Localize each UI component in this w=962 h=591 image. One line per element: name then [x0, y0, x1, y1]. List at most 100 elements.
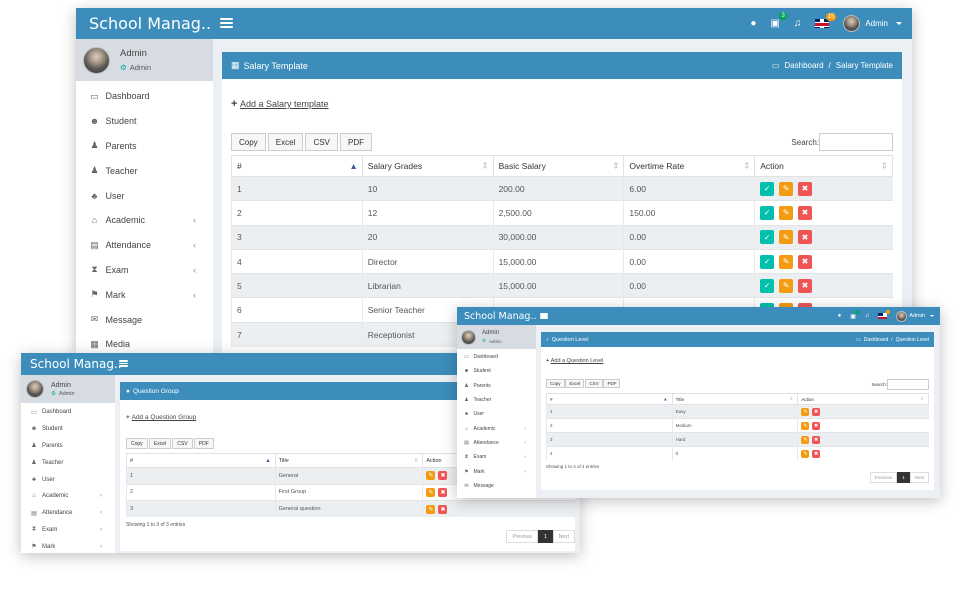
sidebar-item-dashboard[interactable]: ▭ Dashboard [457, 350, 536, 364]
edit-button[interactable]: ✎ [426, 487, 436, 497]
delete-button[interactable]: ✖ [797, 278, 812, 293]
sidebar-item-parents[interactable]: ♟ Parents [457, 379, 536, 393]
app-brand[interactable]: School Manag.. [464, 310, 537, 322]
app-brand[interactable]: School Manag.. [30, 357, 122, 371]
export-csv-button[interactable]: CSV [305, 133, 338, 151]
sidebar-item-dashboard[interactable]: ▭ Dashboard [76, 84, 213, 109]
sidebar-item-academic[interactable]: ⌂ Academic ‹ [76, 208, 213, 233]
sidebar-item-user[interactable]: ♣ User [457, 407, 536, 421]
calendar-icon[interactable]: ▣ 3 [770, 12, 787, 29]
delete-button[interactable]: ✖ [438, 471, 448, 481]
edit-button[interactable]: ✎ [801, 435, 810, 444]
bell-icon[interactable]: ♫ [793, 18, 802, 29]
column-header-salary-grades[interactable]: Salary Grades ⇕ [361, 155, 494, 177]
export-excel-button[interactable]: Excel [565, 379, 585, 388]
sidebar-item-teacher[interactable]: ♟ Teacher [76, 158, 213, 183]
pager-previous-button[interactable]: Previous [506, 530, 538, 543]
edit-button[interactable]: ✎ [779, 254, 794, 269]
sidebar-item-exam[interactable]: ⧗ Exam ‹ [21, 522, 115, 539]
delete-button[interactable]: ✖ [438, 487, 448, 497]
calendar-icon[interactable]: ▣ [850, 309, 859, 320]
language-flag-icon[interactable]: 15 [815, 13, 837, 28]
export-copy-button[interactable]: Copy [126, 438, 148, 449]
sidebar-item-student[interactable]: ☻ Student [76, 109, 213, 134]
edit-button[interactable]: ✎ [779, 230, 794, 245]
delete-button[interactable]: ✖ [797, 254, 812, 269]
edit-button[interactable]: ✎ [801, 407, 810, 416]
menu-toggle-icon[interactable] [220, 18, 233, 28]
export-csv-button[interactable]: CSV [585, 379, 603, 388]
pager-page-1-button[interactable]: 1 [537, 530, 553, 543]
add-salary-template-link[interactable]: + Add a Salary template [231, 98, 329, 110]
app-brand[interactable]: School Manag.. [89, 14, 212, 33]
search-input[interactable] [819, 133, 893, 151]
delete-button[interactable]: ✖ [812, 421, 821, 430]
sidebar-item-attendance[interactable]: ▤ Attendance ‹ [457, 436, 536, 450]
export-pdf-button[interactable]: PDF [193, 438, 214, 449]
check-button[interactable]: ✓ [760, 254, 775, 269]
pager-previous-button[interactable]: Previous [869, 472, 898, 483]
breadcrumb-dashboard-link[interactable]: Dashboard [863, 336, 889, 343]
edit-button[interactable]: ✎ [779, 278, 794, 293]
delete-button[interactable]: ✖ [812, 435, 821, 444]
column-header-title[interactable]: Title ⇕ [671, 393, 799, 405]
pager-next-button[interactable]: Next [552, 530, 575, 543]
sidebar-item-academic[interactable]: ⌂ Academic ‹ [21, 488, 115, 505]
column-header-action[interactable]: Action ⇕ [754, 155, 893, 177]
delete-button[interactable]: ✖ [797, 181, 812, 196]
column-header-overtime-rate[interactable]: Overtime Rate ⇕ [623, 155, 756, 177]
user-menu[interactable]: Admin [843, 15, 902, 32]
sidebar-item-attendance[interactable]: ▤ Attendance ‹ [21, 505, 115, 522]
sidebar-item-mark[interactable]: ⚑ Mark ‹ [457, 464, 536, 478]
export-excel-button[interactable]: Excel [267, 133, 304, 151]
sidebar-item-teacher[interactable]: ♟ Teacher [457, 393, 536, 407]
menu-toggle-icon[interactable] [540, 313, 548, 319]
delete-button[interactable]: ✖ [812, 407, 821, 416]
search-input[interactable] [887, 379, 929, 390]
column-header-basic-salary[interactable]: Basic Salary ⇕ [492, 155, 625, 177]
delete-button[interactable]: ✖ [797, 230, 812, 245]
sidebar-item-exam[interactable]: ⧗ Exam ‹ [457, 450, 536, 464]
sidebar-item-media[interactable]: ▦ Media [76, 332, 213, 354]
edit-button[interactable]: ✎ [801, 421, 810, 430]
sidebar-item-student[interactable]: ☻ Student [21, 421, 115, 438]
column-header-title[interactable]: Title ⇕ [274, 453, 424, 468]
sidebar-item-exam[interactable]: ⧗ Exam ‹ [76, 258, 213, 283]
sidebar-item-mark[interactable]: ⚑ Mark ‹ [21, 538, 115, 553]
export-csv-button[interactable]: CSV [172, 438, 193, 449]
pager-next-button[interactable]: Next [909, 472, 929, 483]
check-button[interactable]: ✓ [760, 205, 775, 220]
sidebar-item-parents[interactable]: ♟ Parents [21, 438, 115, 455]
export-pdf-button[interactable]: PDF [339, 133, 372, 151]
edit-button[interactable]: ✎ [779, 205, 794, 220]
menu-toggle-icon[interactable] [119, 360, 128, 367]
bell-icon[interactable]: ♫ [864, 313, 870, 319]
sidebar-item-parents[interactable]: ♟ Parents [76, 134, 213, 159]
add-question-group-link[interactable]: + Add a Question Group [126, 414, 196, 421]
sidebar-item-dashboard[interactable]: ▭ Dashboard [21, 404, 115, 421]
globe-icon[interactable]: ● [750, 18, 757, 29]
add-question-level-link[interactable]: + Add a Question Level [546, 358, 603, 364]
pager-page-1-button[interactable]: 1 [897, 472, 910, 483]
edit-button[interactable]: ✎ [779, 181, 794, 196]
export-excel-button[interactable]: Excel [148, 438, 172, 449]
sidebar-item-attendance[interactable]: ▤ Attendance ‹ [76, 233, 213, 258]
sidebar-item-mark[interactable]: ⚑ Mark ‹ [76, 282, 213, 307]
edit-button[interactable]: ✎ [426, 504, 436, 514]
delete-button[interactable]: ✖ [797, 205, 812, 220]
check-button[interactable]: ✓ [760, 230, 775, 245]
sidebar-item-academic[interactable]: ⌂ Academic ‹ [457, 421, 536, 435]
sidebar-item-student[interactable]: ☻ Student [457, 364, 536, 378]
export-copy-button[interactable]: Copy [231, 133, 266, 151]
sidebar-item-user[interactable]: ♣ User [21, 471, 115, 488]
column-header-number[interactable]: # ▲ [546, 393, 673, 405]
column-header-number[interactable]: # ▲ [126, 453, 276, 468]
breadcrumb-dashboard-link[interactable]: Dashboard [784, 61, 824, 70]
edit-button[interactable]: ✎ [426, 471, 436, 481]
column-header-action[interactable]: Action ⇕ [797, 393, 929, 405]
delete-button[interactable]: ✖ [438, 504, 448, 514]
edit-button[interactable]: ✎ [801, 449, 810, 458]
column-header-number[interactable]: # ▲ [231, 155, 363, 177]
sidebar-item-user[interactable]: ♣ User [76, 183, 213, 208]
check-button[interactable]: ✓ [760, 181, 775, 196]
